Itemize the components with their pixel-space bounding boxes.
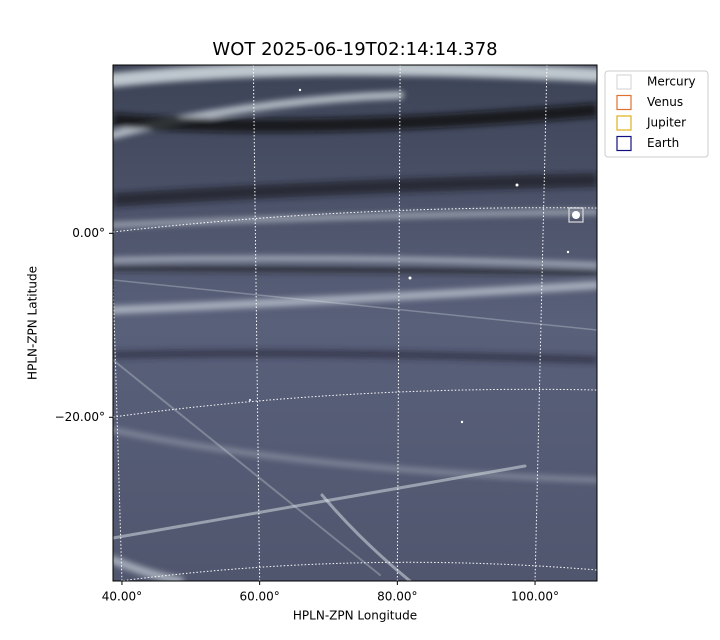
y-tick-label: 0.00° [72, 226, 105, 240]
plot-frame [112, 64, 598, 582]
chart-title: WOT 2025-06-19T02:14:14.378 [212, 39, 497, 60]
legend-label: Jupiter [646, 116, 686, 130]
x-tick-label: 60.00° [239, 590, 279, 604]
x-tick-label: 100.00° [511, 590, 559, 604]
sky-image [113, 65, 597, 581]
legend-label: Earth [647, 136, 679, 150]
graticule [113, 65, 597, 581]
legend-swatch [616, 115, 632, 131]
x-tick-label: 80.00° [377, 590, 417, 604]
legend-label: Venus [647, 95, 683, 109]
legend-swatch [616, 94, 632, 111]
legend: Mercury Venus Jupiter Earth [604, 70, 709, 158]
legend-swatch [616, 74, 632, 90]
x-axis-label: HPLN-ZPN Longitude [293, 609, 417, 623]
x-tick-label: 40.00° [102, 590, 142, 604]
y-axis-label: HPLN-ZPN Latitude [26, 266, 40, 380]
legend-label: Mercury [647, 75, 696, 89]
legend-swatch [616, 135, 632, 152]
y-tick-label: −20.00° [55, 410, 105, 424]
